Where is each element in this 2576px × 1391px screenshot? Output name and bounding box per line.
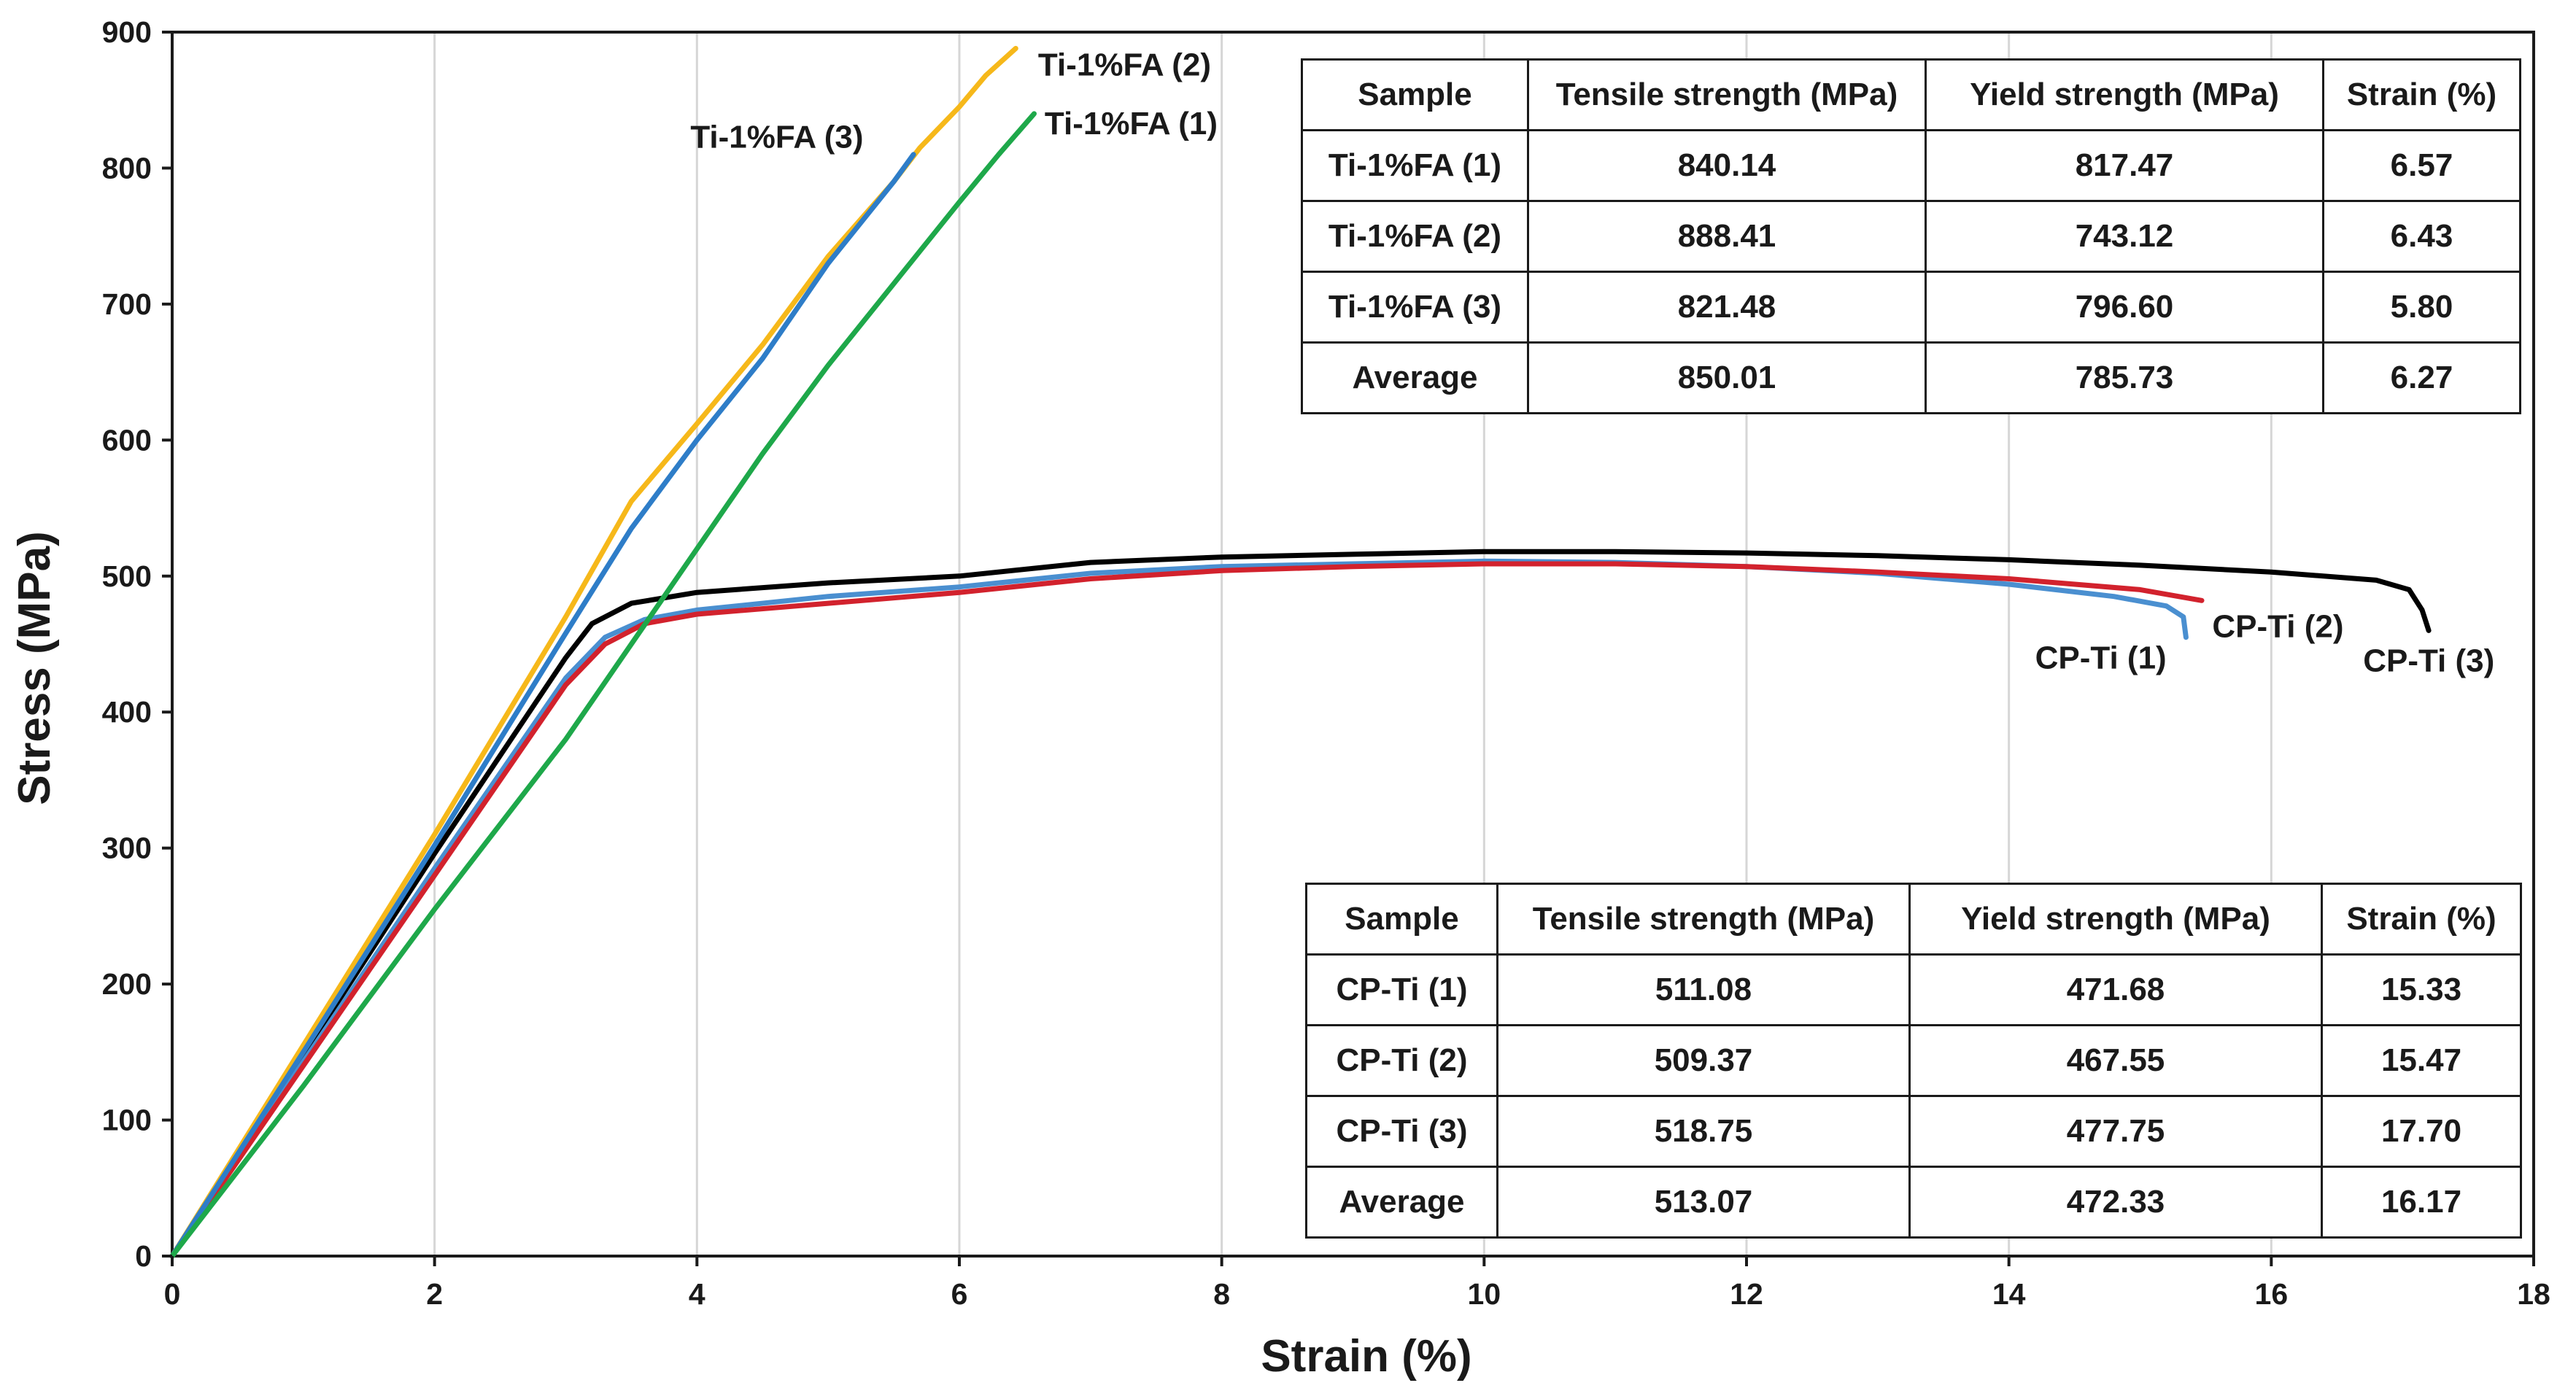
series-line-cp-ti-2 (169, 561, 2205, 1259)
cell-strain: 15.33 (2321, 953, 2522, 1026)
cell-tensile: 821.48 (1527, 271, 1927, 344)
y-tick-label: 600 (102, 423, 152, 457)
y-tick-label: 400 (102, 695, 152, 729)
cell-sample: Ti-1%FA (3) (1301, 271, 1529, 344)
header-sample: Sample (1301, 58, 1529, 131)
cell-strain: 6.57 (2322, 129, 2521, 202)
x-tick-label: 12 (1730, 1277, 1763, 1311)
y-tick-label: 300 (102, 832, 152, 865)
y-tick-label: 100 (102, 1104, 152, 1137)
y-axis-ticks: 0 100 200 300 400 500 600 700 800 900 (102, 15, 172, 1273)
curve-labels: Ti-1%FA (2)Ti-1%FA (1)Ti-1%FA (3)CP-Ti (… (690, 47, 2494, 679)
cell-tensile: 513.07 (1496, 1166, 1911, 1239)
cell-sample: Average (1301, 341, 1529, 414)
series-line-cp-ti-3 (169, 549, 2432, 1259)
table-row: Ti-1%FA (2) 888.41 743.12 6.43 (1301, 200, 2521, 273)
y-tick-label: 700 (102, 287, 152, 321)
x-tick-label: 18 (2517, 1277, 2550, 1311)
cell-strain: 15.47 (2321, 1024, 2522, 1097)
ti-fa-properties-table: Sample Tensile strength (MPa) Yield stre… (1301, 58, 2521, 414)
cell-sample: Average (1305, 1166, 1498, 1239)
table-row: Ti-1%FA (3) 821.48 796.60 5.80 (1301, 271, 2521, 344)
header-tensile-strength: Tensile strength (MPa) (1496, 883, 1911, 956)
curve-label: CP-Ti (1) (2035, 640, 2167, 676)
curve-label: Ti-1%FA (1) (1045, 106, 1218, 142)
x-axis-title: Strain (%) (1261, 1331, 1471, 1382)
table-row: CP-Ti (2) 509.37 467.55 15.47 (1305, 1024, 2522, 1097)
x-tick-label: 2 (426, 1277, 443, 1311)
cell-strain: 17.70 (2321, 1095, 2522, 1168)
header-strain: Strain (%) (2322, 58, 2521, 131)
header-yield-strength: Yield strength (MPa) (1925, 58, 2324, 131)
cell-tensile: 850.01 (1527, 341, 1927, 414)
header-sample: Sample (1305, 883, 1498, 956)
y-tick-label: 0 (135, 1239, 152, 1273)
table-row: CP-Ti (1) 511.08 471.68 15.33 (1305, 953, 2522, 1026)
table-row-average: Average 850.01 785.73 6.27 (1301, 341, 2521, 414)
cell-strain: 5.80 (2322, 271, 2521, 344)
y-tick-label: 800 (102, 151, 152, 185)
cell-strain: 6.43 (2322, 200, 2521, 273)
x-axis-ticks: 0 2 4 6 8 10 12 14 16 18 (164, 1256, 2550, 1311)
cell-tensile: 840.14 (1527, 129, 1927, 202)
x-tick-label: 0 (164, 1277, 181, 1311)
curve-label: Ti-1%FA (3) (690, 119, 863, 155)
cell-sample: Ti-1%FA (1) (1301, 129, 1529, 202)
x-tick-label: 8 (1213, 1277, 1230, 1311)
cp-ti-properties-table: Sample Tensile strength (MPa) Yield stre… (1305, 883, 2522, 1239)
cell-yield: 472.33 (1908, 1166, 2323, 1239)
series-group (169, 45, 2432, 1259)
header-yield-strength: Yield strength (MPa) (1908, 883, 2323, 956)
cell-sample: Ti-1%FA (2) (1301, 200, 1529, 273)
plot-frame (171, 31, 2535, 1258)
cell-yield: 471.68 (1908, 953, 2323, 1026)
cell-yield: 817.47 (1925, 129, 2324, 202)
cell-yield: 796.60 (1925, 271, 2324, 344)
cell-tensile: 511.08 (1496, 953, 1911, 1026)
x-tick-label: 6 (951, 1277, 968, 1311)
cell-yield: 743.12 (1925, 200, 2324, 273)
table-row: Ti-1%FA (1) 840.14 817.47 6.57 (1301, 129, 2521, 202)
series-line-cp-ti-1 (169, 558, 2189, 1259)
x-tick-label: 14 (1992, 1277, 2026, 1311)
table-header-row: Sample Tensile strength (MPa) Yield stre… (1305, 883, 2522, 956)
cell-yield: 467.55 (1908, 1024, 2323, 1097)
cell-strain: 16.17 (2321, 1166, 2522, 1239)
y-axis-title: Stress (MPa) (9, 531, 60, 805)
cell-yield: 477.75 (1908, 1095, 2323, 1168)
cell-tensile: 509.37 (1496, 1024, 1911, 1097)
table-row: CP-Ti (3) 518.75 477.75 17.70 (1305, 1095, 2522, 1168)
table-row-average: Average 513.07 472.33 16.17 (1305, 1166, 2522, 1239)
header-tensile-strength: Tensile strength (MPa) (1527, 58, 1927, 131)
x-tick-label: 4 (689, 1277, 705, 1311)
y-tick-label: 500 (102, 559, 152, 593)
cell-sample: CP-Ti (2) (1305, 1024, 1498, 1097)
x-tick-label: 16 (2255, 1277, 2289, 1311)
cell-yield: 785.73 (1925, 341, 2324, 414)
cell-strain: 6.27 (2322, 341, 2521, 414)
cell-sample: CP-Ti (1) (1305, 953, 1498, 1026)
cell-tensile: 888.41 (1527, 200, 1927, 273)
series-line-ti-1-fa-1 (169, 111, 1037, 1259)
table-header-row: Sample Tensile strength (MPa) Yield stre… (1301, 58, 2521, 131)
cell-sample: CP-Ti (3) (1305, 1095, 1498, 1168)
y-tick-label: 900 (102, 15, 152, 49)
curve-label: CP-Ti (3) (2363, 643, 2494, 678)
x-tick-label: 10 (1468, 1277, 1501, 1311)
series-line-ti-1-fa-2 (169, 45, 1018, 1259)
curve-label: CP-Ti (2) (2212, 609, 2343, 645)
header-strain: Strain (%) (2321, 883, 2522, 956)
series-line-ti-1-fa-3 (169, 152, 916, 1259)
cell-tensile: 518.75 (1496, 1095, 1911, 1168)
y-tick-label: 200 (102, 967, 152, 1001)
curve-label: Ti-1%FA (2) (1038, 47, 1211, 83)
